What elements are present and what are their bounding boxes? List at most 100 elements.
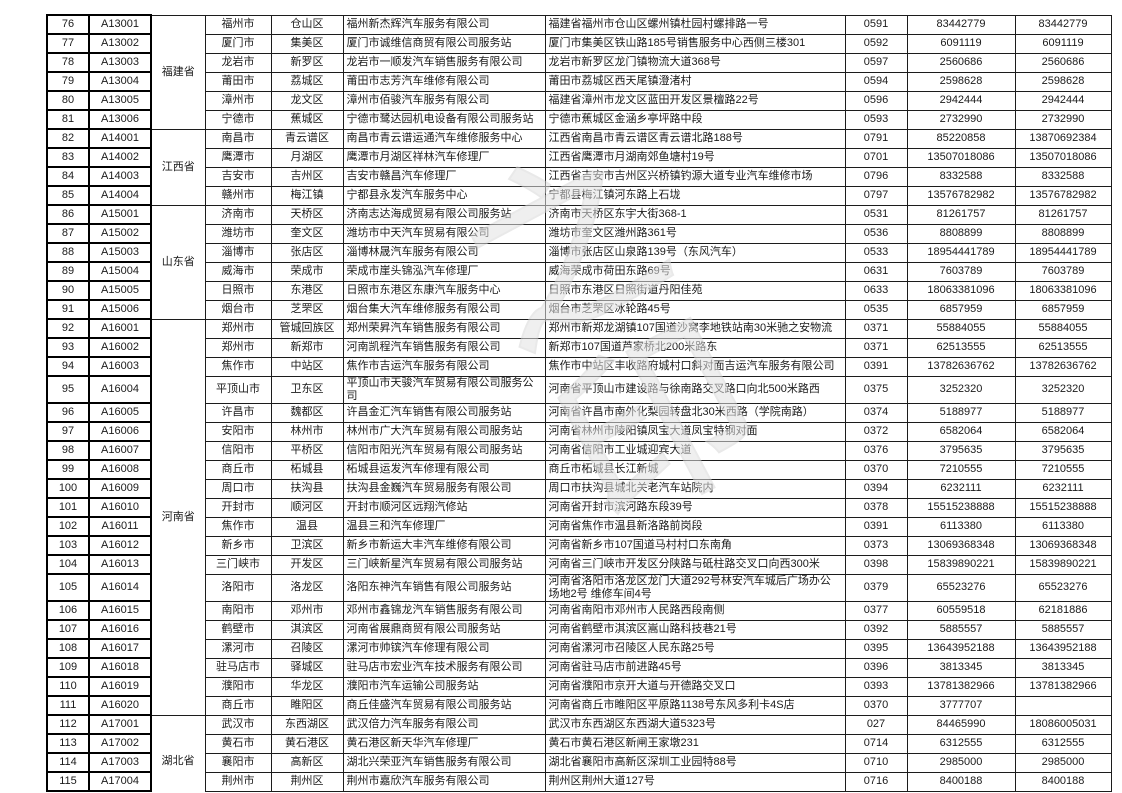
cell-num: 78 bbox=[46, 52, 90, 73]
cell-num: 90 bbox=[46, 280, 90, 301]
table-row: 87 A15002 潍坊市 奎文区 潍坊市中天汽车贸易有限公司 潍坊市奎文区潍州路361号… bbox=[46, 223, 1112, 244]
table-body: 76 A13001 福建省 福州市 仓山区 福州新杰辉汽车服务有限公司 福建省福州市仓山区螺… bbox=[46, 14, 1112, 792]
cell-area-code: 0376 bbox=[844, 440, 908, 461]
cell-num: 94 bbox=[46, 356, 90, 377]
cell-area-code: 0594 bbox=[844, 71, 908, 92]
table-row: 106 A16015 南阳市 邓州市 邓州市鑫锦龙汽车销售服务有限公司 河南省南阳市邓州市… bbox=[46, 600, 1112, 621]
cell-num: 102 bbox=[46, 516, 90, 537]
cell-num: 85 bbox=[46, 185, 90, 206]
cell-district: 张店区 bbox=[270, 242, 344, 263]
table-row: 78 A13003 龙岩市 新罗区 龙岩市一顺发汽车销售服务有限公司 龙岩市新罗区龙门镇物… bbox=[46, 52, 1112, 73]
cell-phone: 3813345 bbox=[906, 657, 1016, 678]
cell-address: 江西省吉安市吉州区兴桥镇钓源大道专业汽车维修市场 bbox=[544, 166, 846, 187]
cell-num: 105 bbox=[46, 573, 90, 602]
cell-phone-alt: 3813345 bbox=[1014, 657, 1112, 678]
cell-company: 郑州荣昇汽车销售服务有限公司 bbox=[342, 318, 546, 339]
cell-district: 荆州区 bbox=[270, 771, 344, 792]
cell-phone: 8332588 bbox=[906, 166, 1016, 187]
cell-district: 天桥区 bbox=[270, 204, 344, 225]
cell-area-code: 0597 bbox=[844, 52, 908, 73]
cell-phone: 81261757 bbox=[906, 204, 1016, 225]
cell-province bbox=[150, 714, 206, 791]
cell-num: 88 bbox=[46, 242, 90, 263]
cell-district: 仓山区 bbox=[270, 14, 344, 35]
cell-address: 河南省新乡市107国道马村村口东南角 bbox=[544, 535, 846, 556]
cell-phone: 6232111 bbox=[906, 478, 1016, 499]
cell-num: 109 bbox=[46, 657, 90, 678]
table-row: 103 A16012 新乡市 卫滨区 新乡市新运大丰汽车维修有限公司 河南省新乡市107国… bbox=[46, 535, 1112, 556]
cell-company: 洛阳东神汽车销售有限公司服务站 bbox=[342, 573, 546, 602]
cell-phone-alt: 13643952188 bbox=[1014, 638, 1112, 659]
cell-phone: 13643952188 bbox=[906, 638, 1016, 659]
cell-city: 武汉市 bbox=[204, 714, 272, 735]
cell-num: 84 bbox=[46, 166, 90, 187]
table-row: 93 A16002 郑州市 新郑市 河南凯程汽车销售服务有限公司 新郑市107国道芦家桥北… bbox=[46, 337, 1112, 358]
cell-address: 黄石市黄石港区新闸王家墩231 bbox=[544, 733, 846, 754]
cell-district: 集美区 bbox=[270, 33, 344, 54]
cell-address: 焦作市中站区丰收路府城村口斜对面吉运汽车服务有限公司 bbox=[544, 356, 846, 377]
cell-num: 104 bbox=[46, 554, 90, 575]
cell-address: 济南市天桥区东宇大街368-1 bbox=[544, 204, 846, 225]
cell-company: 日照市东港区东康汽车服务中心 bbox=[342, 280, 546, 301]
cell-address: 新郑市107国道芦家桥北200米路东 bbox=[544, 337, 846, 358]
table-row: 82 A14001 江西省 南昌市 青云谱区 南昌市青云谱运通汽车维修服务中心 江西省南昌市… bbox=[46, 128, 1112, 206]
cell-city: 焦作市 bbox=[204, 356, 272, 377]
cell-area-code: 0797 bbox=[844, 185, 908, 206]
cell-area-code: 0392 bbox=[844, 619, 908, 640]
cell-company: 济南志达海成贸易有限公司服务站 bbox=[342, 204, 546, 225]
cell-code: A16015 bbox=[88, 600, 152, 621]
cell-company: 淄博林晟汽车服务有限公司 bbox=[342, 242, 546, 263]
cell-city: 三门峡市 bbox=[204, 554, 272, 575]
cell-city: 吉安市 bbox=[204, 166, 272, 187]
cell-phone-alt: 18063381096 bbox=[1014, 280, 1112, 301]
cell-code: A15001 bbox=[88, 204, 152, 225]
cell-company: 吉安市赣昌汽车修理厂 bbox=[342, 166, 546, 187]
cell-district: 召陵区 bbox=[270, 638, 344, 659]
cell-num: 99 bbox=[46, 459, 90, 480]
table-row: 80 A13005 漳州市 龙文区 漳州市佰骏汽车服务有限公司 福建省漳州市龙文区蓝田开发… bbox=[46, 90, 1112, 111]
cell-district: 东港区 bbox=[270, 280, 344, 301]
cell-district: 高新区 bbox=[270, 752, 344, 773]
cell-phone: 2598628 bbox=[906, 71, 1016, 92]
cell-code: A16012 bbox=[88, 535, 152, 556]
cell-address: 周口市扶沟县城北关老汽车站院内 bbox=[544, 478, 846, 499]
cell-num: 91 bbox=[46, 299, 90, 320]
table-row: 86 A15001 山东省 济南市 天桥区 济南志达海成贸易有限公司服务站 济南市天桥区东宇… bbox=[46, 204, 1112, 320]
cell-city: 龙岩市 bbox=[204, 52, 272, 73]
cell-phone: 13507018086 bbox=[906, 147, 1016, 168]
cell-code: A14002 bbox=[88, 147, 152, 168]
cell-address: 河南省鹤壁市淇滨区嵩山路科技巷21号 bbox=[544, 619, 846, 640]
cell-area-code: 0396 bbox=[844, 657, 908, 678]
cell-num: 76 bbox=[46, 14, 90, 35]
cell-district: 温县 bbox=[270, 516, 344, 537]
cell-area-code: 0394 bbox=[844, 478, 908, 499]
cell-num: 93 bbox=[46, 337, 90, 358]
cell-phone: 2942444 bbox=[906, 90, 1016, 111]
cell-district: 东西湖区 bbox=[270, 714, 344, 735]
cell-address: 日照市东港区日照街道丹阳佳苑 bbox=[544, 280, 846, 301]
cell-code: A16014 bbox=[88, 573, 152, 602]
cell-phone: 6582064 bbox=[906, 421, 1016, 442]
cell-num: 98 bbox=[46, 440, 90, 461]
cell-phone-alt: 13069368348 bbox=[1014, 535, 1112, 556]
cell-address: 潍坊市奎文区潍州路361号 bbox=[544, 223, 846, 244]
cell-phone-alt: 6113380 bbox=[1014, 516, 1112, 537]
cell-city: 安阳市 bbox=[204, 421, 272, 442]
table-row: 115 A17004 荆州市 荆州区 荆州市嘉欣汽车服务有限公司 荆州区荆州大道127号 0… bbox=[46, 771, 1112, 792]
table-row: 113 A17002 黄石市 黄石港区 黄石港区新天华汽车修理厂 黄石市黄石港区新闸王家墩… bbox=[46, 733, 1112, 754]
table-row: 91 A15006 烟台市 芝罘区 烟台集大汽车维修服务有限公司 烟台市芝罘区冰轮路45号… bbox=[46, 299, 1112, 320]
cell-address: 郑州市新郑龙湖镇107国道沙窝李地铁站南30米驰之安物流 bbox=[544, 318, 846, 339]
table-row: 88 A15003 淄博市 张店区 淄博林晟汽车服务有限公司 淄博市张店区山泉路139号（… bbox=[46, 242, 1112, 263]
table-row: 96 A16005 许昌市 魏都区 许昌金汇汽车销售有限公司服务站 河南省许昌市南外化梨园… bbox=[46, 402, 1112, 423]
cell-province: 河南省 bbox=[150, 318, 206, 716]
cell-address: 江西省鹰潭市月湖南郊鱼塘村19号 bbox=[544, 147, 846, 168]
cell-address: 威海荣成市荷田东路69号 bbox=[544, 261, 846, 282]
cell-district: 睢阳区 bbox=[270, 695, 344, 716]
cell-phone-alt: 18954441789 bbox=[1014, 242, 1112, 263]
cell-district: 邓州市 bbox=[270, 600, 344, 621]
cell-district: 平桥区 bbox=[270, 440, 344, 461]
cell-city: 漯河市 bbox=[204, 638, 272, 659]
cell-phone-alt: 2942444 bbox=[1014, 90, 1112, 111]
cell-district: 吉州区 bbox=[270, 166, 344, 187]
cell-city: 莆田市 bbox=[204, 71, 272, 92]
